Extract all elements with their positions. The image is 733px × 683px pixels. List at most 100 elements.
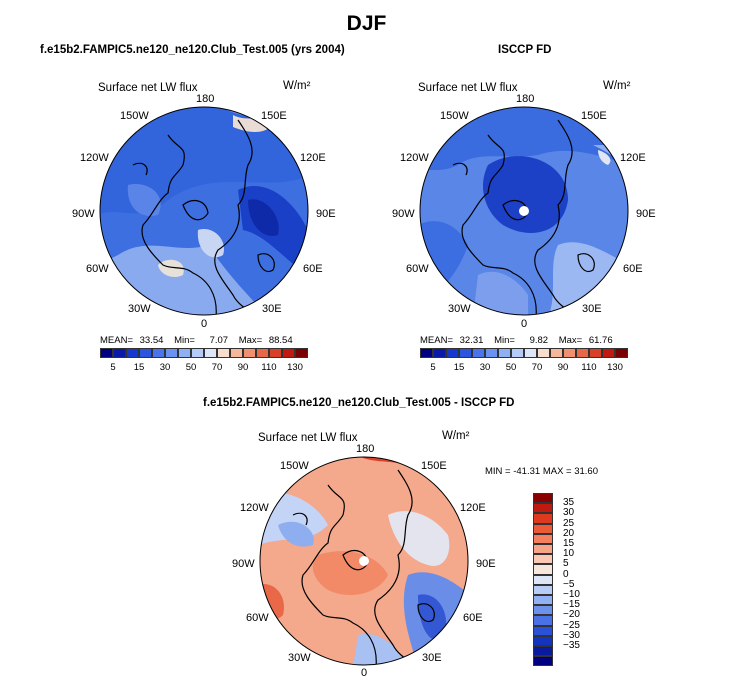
model-colorbar-label: 50	[185, 362, 197, 373]
model-colorbar-box	[204, 348, 217, 358]
obs-colorbar-box	[576, 348, 589, 358]
diff-units-label: W/m²	[442, 430, 470, 442]
diff-colorbar-box	[533, 554, 553, 565]
diff-lon-60e: 60E	[463, 612, 483, 624]
diff-lon-90e: 90E	[476, 558, 496, 570]
model-colorbar-label: 110	[261, 362, 277, 373]
obs-colorbar-label: 90	[557, 362, 569, 373]
obs-colorbar-box	[563, 348, 576, 358]
obs-lon-30e: 30E	[582, 303, 602, 315]
obs-mean-value: 32.31	[459, 335, 484, 346]
diff-lon-90w: 90W	[232, 558, 255, 570]
diff-colorbar-label: −35	[563, 640, 580, 651]
model-colorbar-box	[256, 348, 269, 358]
model-mean-label: MEAN=	[100, 335, 133, 346]
diff-lon-150e: 150E	[421, 460, 447, 472]
diff-colorbar-box	[533, 584, 553, 595]
obs-polar-map	[419, 106, 629, 316]
model-colorbar-boxes: 5 15 30 50 70 90 110 130	[100, 348, 308, 376]
diff-colorbar-label: 35	[563, 497, 575, 509]
obs-colorbar-box	[420, 348, 433, 358]
diff-colorbar-label: 5	[563, 558, 569, 570]
model-max-label: Max=	[238, 335, 263, 346]
obs-colorbar: 5 15 30 50 70 90 110 130	[420, 348, 628, 376]
model-panel-title: f.e15b2.FAMPIC5.ne120_ne120.Club_Test.00…	[40, 44, 345, 56]
diff-colorbar-label: −10	[563, 589, 580, 600]
diff-lon-180: 180	[356, 443, 375, 455]
pole-missing-data-dot	[359, 556, 369, 566]
model-colorbar-box	[217, 348, 230, 358]
diff-polar-map	[259, 456, 469, 666]
model-colorbar-label: 90	[237, 362, 249, 373]
model-lon-90e: 90E	[316, 208, 336, 220]
diff-colorbar-box	[533, 574, 553, 585]
diff-stats: MIN = -41.31 MAX = 31.60	[485, 466, 599, 477]
model-colorbar-box	[139, 348, 152, 358]
diff-colorbar: 35 30 25 20 15 10 5 0 −5 −10 −15 −20 −25 −30 −35	[533, 493, 593, 667]
obs-colorbar-box	[602, 348, 615, 358]
model-lon-180: 180	[196, 93, 215, 105]
model-stats: MEAN= 33.54 Min= 7.07 Max= 88.54	[100, 335, 293, 346]
model-colorbar-label: 30	[159, 362, 171, 373]
diff-lon-30e: 30E	[422, 652, 442, 664]
obs-colorbar-box	[537, 348, 550, 358]
diff-colorbar-box	[533, 656, 553, 667]
model-colorbar-label: 70	[211, 362, 223, 373]
diff-colorbar-box	[533, 493, 553, 504]
diff-colorbar-label: 10	[563, 548, 575, 560]
model-colorbar-box	[113, 348, 126, 358]
page-title: DJF	[346, 12, 387, 35]
diff-panel-title: f.e15b2.FAMPIC5.ne120_ne120.Club_Test.00…	[203, 397, 515, 409]
diff-colorbar-label: 30	[563, 507, 575, 519]
model-polar-map	[99, 106, 309, 316]
obs-max-label: Max=	[558, 335, 583, 346]
model-colorbar-box	[165, 348, 178, 358]
obs-lon-180: 180	[516, 93, 535, 105]
obs-colorbar-box	[615, 348, 628, 358]
model-min-value: 7.07	[209, 335, 229, 346]
obs-lon-150w: 150W	[440, 110, 469, 122]
diff-colorbar-box	[533, 503, 553, 514]
diff-colorbar-label: 20	[563, 527, 575, 539]
diff-colorbar-label: 15	[563, 538, 575, 549]
model-colorbar-box	[230, 348, 243, 358]
obs-colorbar-box	[446, 348, 459, 358]
obs-lon-150e: 150E	[581, 110, 607, 122]
model-units-label: W/m²	[283, 80, 311, 92]
model-lon-150w: 150W	[120, 110, 149, 122]
obs-panel-title: ISCCP FD	[498, 44, 552, 56]
model-lon-150e: 150E	[261, 110, 287, 122]
diff-lon-150w: 150W	[280, 460, 309, 472]
diff-colorbar-box	[533, 635, 553, 646]
model-colorbar-box	[152, 348, 165, 358]
diff-colorbar-box	[533, 605, 553, 616]
obs-lon-90w: 90W	[392, 208, 415, 220]
model-colorbar-box	[282, 348, 295, 358]
model-lon-0: 0	[201, 318, 208, 330]
model-min-label: Min=	[174, 335, 195, 346]
obs-colorbar-label: 130	[607, 362, 623, 373]
obs-colorbar-box	[511, 348, 524, 358]
diff-lon-120e: 120E	[460, 502, 486, 514]
model-colorbar-box	[126, 348, 139, 358]
diff-colorbar-box	[533, 646, 553, 657]
model-colorbar-box	[295, 348, 308, 358]
obs-colorbar-box	[472, 348, 485, 358]
obs-lon-120w: 120W	[400, 152, 429, 164]
pole-missing-data-dot	[519, 206, 529, 216]
model-mean-value: 33.54	[139, 335, 164, 346]
diff-colorbar-label: −25	[563, 619, 580, 631]
diff-colorbar-box	[533, 564, 553, 575]
model-colorbar-box	[178, 348, 191, 358]
diff-colorbar-label: −20	[563, 609, 580, 621]
obs-colorbar-box	[433, 348, 446, 358]
obs-colorbar-box	[550, 348, 563, 358]
diff-variable-label: Surface net LW flux	[258, 432, 358, 444]
diff-colorbar-label: 25	[563, 517, 575, 529]
obs-colorbar-label: 5	[430, 362, 436, 373]
model-colorbar-box	[243, 348, 256, 358]
diff-colorbar-box	[533, 595, 553, 606]
model-variable-label: Surface net LW flux	[98, 82, 198, 94]
diff-colorbar-label: −5	[563, 578, 575, 590]
model-lon-120w: 120W	[80, 152, 109, 164]
